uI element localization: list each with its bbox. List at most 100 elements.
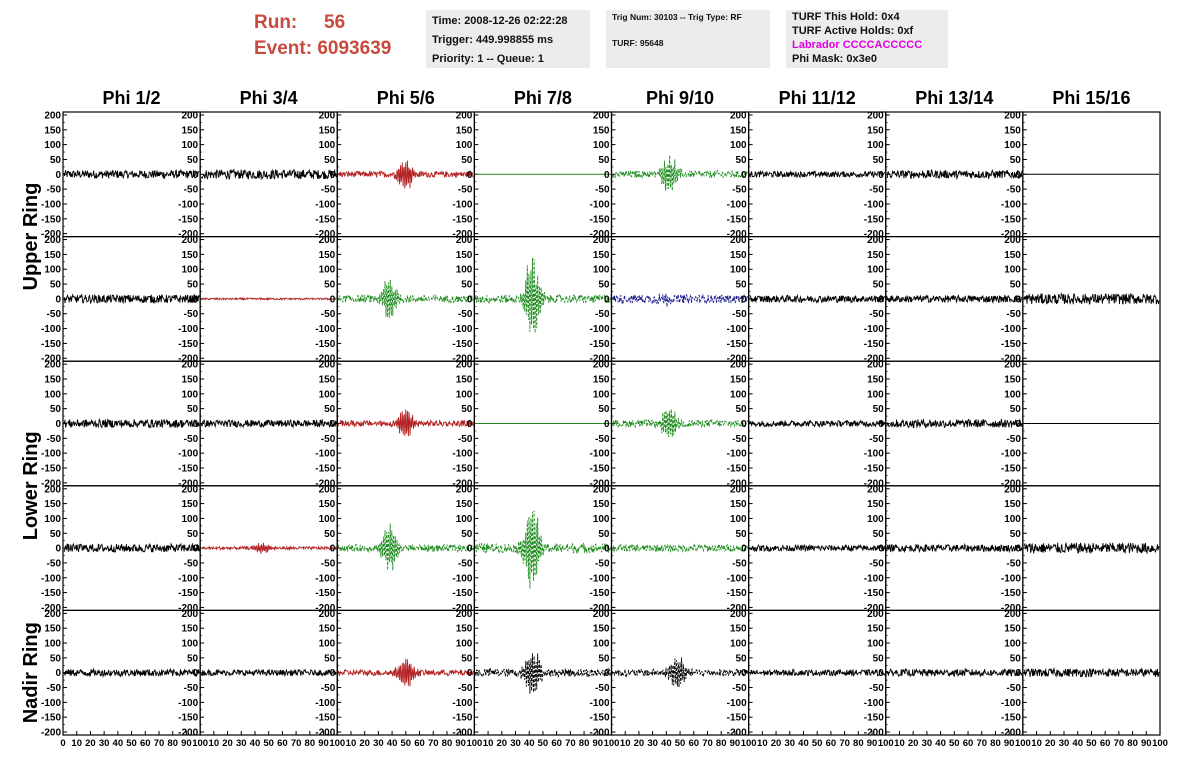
y-tick-label: 50 [598, 529, 610, 540]
y-tick-label: -50 [458, 434, 473, 445]
waveform-trace [474, 653, 611, 694]
y-tick-label: 0 [604, 294, 610, 305]
y-tick-label: 150 [593, 624, 610, 635]
y-tick-label: 100 [1004, 639, 1021, 650]
priority-text: Priority: 1 -- Queue: 1 [432, 53, 544, 65]
x-tick-label: 70 [702, 738, 713, 749]
y-tick-label: 100 [181, 514, 198, 525]
x-tick-label: 30 [236, 738, 247, 749]
turf-info-box: TURF This Hold: 0x4 TURF Active Holds: 0… [786, 10, 948, 68]
y-tick-label: -200 [315, 603, 335, 614]
y-tick-label: -150 [452, 214, 472, 225]
y-tick-label: 100 [593, 389, 610, 400]
x-tick-label: 70 [1114, 738, 1125, 749]
y-tick-label: -150 [41, 713, 61, 724]
y-tick-label: 100 [319, 639, 336, 650]
y-tick-label: 200 [181, 110, 198, 121]
y-tick-label: -100 [41, 573, 61, 584]
y-tick-label: -200 [41, 478, 61, 489]
y-tick-label: -200 [41, 603, 61, 614]
y-tick-label: 50 [873, 529, 885, 540]
y-tick-label: -200 [452, 478, 472, 489]
x-tick-label: 70 [291, 738, 302, 749]
y-tick-label: 200 [867, 360, 884, 371]
column-header: Phi 9/10 [646, 88, 714, 108]
y-tick-label: -150 [589, 464, 609, 475]
y-tick-label: 150 [867, 624, 884, 635]
y-tick-label: -100 [864, 698, 884, 709]
x-tick-label: 50 [949, 738, 960, 749]
x-tick-label: 30 [922, 738, 933, 749]
y-tick-label: 200 [456, 609, 473, 620]
y-tick-label: 100 [593, 265, 610, 276]
y-tick-label: 0 [193, 668, 199, 679]
y-tick-label: 200 [867, 235, 884, 246]
y-tick-label: 0 [193, 544, 199, 555]
x-tick-label: 20 [634, 738, 645, 749]
y-tick-label: -50 [595, 683, 610, 694]
y-tick-label: 200 [181, 609, 198, 620]
trigger-text: Trigger: 449.998855 ms [432, 34, 554, 46]
y-tick-label: 100 [867, 514, 884, 525]
y-tick-label: 100 [44, 514, 61, 525]
y-tick-label: -200 [315, 354, 335, 365]
y-tick-label: 200 [1004, 360, 1021, 371]
y-tick-label: 0 [467, 544, 473, 555]
y-tick-label: 200 [1004, 609, 1021, 620]
y-tick-label: 50 [461, 529, 473, 540]
y-tick-label: -150 [315, 339, 335, 350]
y-tick-label: -200 [452, 603, 472, 614]
y-tick-label: -50 [458, 185, 473, 196]
y-tick-label: 100 [181, 389, 198, 400]
y-tick-label: -200 [452, 229, 472, 240]
y-tick-label: -100 [178, 573, 198, 584]
y-tick-label: 200 [319, 235, 336, 246]
y-tick-label: 0 [878, 544, 884, 555]
y-tick-label: 100 [730, 140, 747, 151]
x-tick-label: 20 [222, 738, 233, 749]
y-tick-label: 0 [741, 294, 747, 305]
y-tick-label: 100 [456, 265, 473, 276]
y-tick-label: -150 [1001, 588, 1021, 599]
y-tick-label: 0 [604, 668, 610, 679]
y-tick-label: -150 [315, 588, 335, 599]
x-tick-label: 70 [565, 738, 576, 749]
y-tick-label: -150 [452, 588, 472, 599]
x-tick-label: 80 [167, 738, 178, 749]
y-tick-label: -200 [315, 229, 335, 240]
y-tick-label: -100 [41, 199, 61, 210]
y-tick-label: -100 [178, 324, 198, 335]
y-tick-label: 100 [730, 389, 747, 400]
y-tick-label: 200 [730, 235, 747, 246]
waveform-trace [749, 169, 886, 179]
y-tick-label: -100 [864, 199, 884, 210]
y-tick-label: 0 [1015, 544, 1021, 555]
y-tick-label: 150 [319, 125, 336, 136]
event-value: 6093639 [317, 38, 392, 59]
x-tick-label: 60 [551, 738, 562, 749]
y-tick-label: -150 [727, 339, 747, 350]
y-tick-label: -50 [47, 558, 62, 569]
x-tick-label: 90 [455, 738, 466, 749]
waveform-trace [749, 543, 886, 553]
y-tick-label: -50 [184, 683, 199, 694]
y-tick-label: -100 [178, 449, 198, 460]
x-tick-label: 40 [524, 738, 535, 749]
y-tick-label: -200 [864, 478, 884, 489]
y-tick-label: -50 [1006, 185, 1021, 196]
y-tick-label: -100 [452, 324, 472, 335]
y-tick-label: 0 [467, 294, 473, 305]
x-tick-label: 60 [277, 738, 288, 749]
run-label: Run: [254, 12, 298, 33]
y-tick-label: -50 [869, 683, 884, 694]
column-header: Phi 3/4 [240, 88, 298, 108]
y-tick-label: 50 [873, 404, 885, 415]
y-tick-label: 50 [736, 280, 748, 291]
y-tick-label: 150 [319, 250, 336, 261]
waveform-trace [612, 155, 749, 191]
waveform-trace [886, 667, 1023, 678]
column-header: Phi 11/12 [779, 88, 856, 108]
x-tick-label: 20 [1045, 738, 1056, 749]
y-tick-label: 100 [730, 514, 747, 525]
y-tick-label: 100 [730, 265, 747, 276]
